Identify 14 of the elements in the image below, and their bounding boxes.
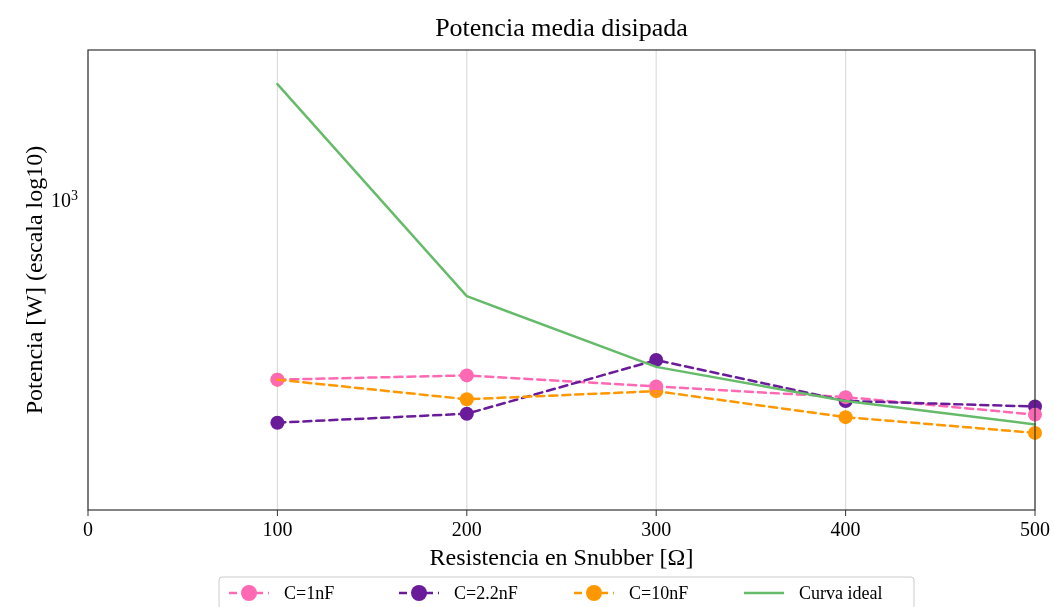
- legend-label: C=10nF: [629, 583, 689, 603]
- legend-label: C=1nF: [284, 583, 335, 603]
- legend-label: Curva ideal: [799, 583, 883, 603]
- x-tick-label: 0: [83, 518, 93, 540]
- chart-title: Potencia media disipada: [435, 13, 689, 42]
- x-tick-label: 500: [1020, 518, 1050, 540]
- y-axis-title: Potencia [W] (escala log10): [21, 145, 47, 415]
- x-axis-title: Resistencia en Snubber [Ω]: [429, 544, 694, 570]
- legend-label: C=2.2nF: [454, 583, 518, 603]
- x-tick-label: 100: [262, 518, 293, 540]
- x-tick-label: 200: [451, 518, 482, 540]
- x-tick-label: 300: [641, 518, 672, 540]
- x-tick-label: 400: [830, 518, 861, 540]
- text: 10$^{3}$: [51, 187, 78, 211]
